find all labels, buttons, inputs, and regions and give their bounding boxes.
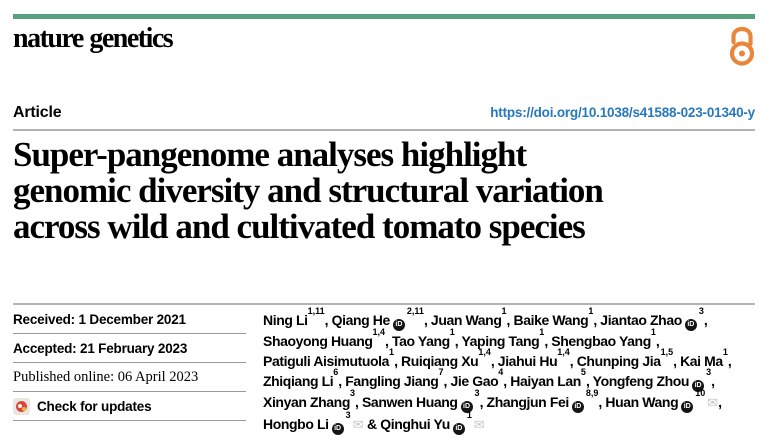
received-date: Received: 1 December 2021 — [13, 305, 246, 334]
affiliation-superscript: 1,4 — [557, 347, 570, 358]
affiliation-superscript: 3 — [350, 388, 356, 399]
doi-link[interactable]: https://doi.org/10.1038/s41588-023-01340… — [490, 105, 755, 120]
journal-accent-bar — [13, 14, 755, 19]
author-name-text: , — [703, 312, 708, 328]
affiliation-superscript: 3 — [474, 388, 480, 399]
affiliation-superscript: 4 — [498, 367, 504, 378]
author-name-text: Patiguli Aisimutuola — [263, 353, 390, 369]
affiliation-superscript: 1,11 — [307, 306, 325, 317]
affiliation-superscript: 3 — [345, 410, 351, 421]
author-name-text: , Yaping Tang — [454, 333, 540, 349]
title-line-1: Super-pangenome analyses highlight — [13, 135, 527, 174]
author-line: Patiguli Aisimutuola1, Ruiqiang Xu1,4, J… — [263, 348, 732, 371]
affiliation-superscript: 10 — [695, 388, 706, 399]
author-name-text: Ning Li — [263, 312, 308, 328]
author-line: Hongbo Li iD3✉ & Qinghui Yu iD1✉ — [263, 411, 731, 436]
author-name-text: , Fangling Jiang — [338, 373, 439, 389]
author-line: Xinyan Zhang3, Sanwen Huang iD3, Zhangjun… — [263, 389, 731, 414]
author-name-text: , — [718, 394, 722, 410]
orcid-icon[interactable]: iD — [331, 423, 344, 435]
affiliation-superscript: 6 — [333, 367, 339, 378]
email-icon[interactable]: ✉ — [473, 418, 485, 433]
author-name-text: , Jie Gao — [443, 373, 499, 389]
author-name-text: , Baike Wang — [506, 312, 589, 328]
affiliation-superscript: 1 — [722, 347, 728, 358]
affiliation-superscript: 1 — [539, 327, 545, 338]
check-for-updates-button[interactable]: Check for updates — [13, 392, 246, 421]
author-block: Ning Li1,11, Qiang He iD2,11, Juan Wang1,… — [263, 305, 732, 436]
affiliation-superscript: 1,4 — [372, 327, 386, 338]
author-name-text: , Jiantao Zhao — [593, 312, 682, 328]
affiliation-superscript: 8,9 — [585, 388, 599, 399]
masthead: nature genetics — [13, 19, 755, 72]
affiliation-superscript: 1 — [588, 306, 594, 317]
header-divider — [13, 129, 755, 131]
title-line-2: genomic diversity and structural variati… — [13, 171, 604, 210]
author-line: Ning Li1,11, Qiang He iD2,11, Juan Wang1,… — [263, 307, 731, 331]
article-title: Super-pangenome analyses highlight genomi… — [13, 137, 755, 245]
author-name-text: , Zhangjun Fei — [479, 394, 570, 410]
author-name-text: , Tao Yang — [385, 333, 450, 349]
affiliation-superscript: 1 — [501, 306, 507, 317]
author-name-text: & Qinghui Yu — [363, 416, 450, 432]
email-icon[interactable]: ✉ — [707, 396, 719, 411]
meta-section: Received: 1 December 2021 Accepted: 21 F… — [13, 303, 755, 436]
accepted-date: Accepted: 21 February 2023 — [13, 334, 246, 363]
author-line: Shaoyong Huang1,4, Tao Yang1, Yaping Tan… — [263, 328, 731, 351]
affiliation-superscript: 1 — [466, 410, 472, 421]
author-name-text: , Jiahui Hu — [490, 353, 558, 369]
author-name-text: , — [727, 353, 732, 369]
author-line: Zhiqiang Li6, Fangling Jiang7, Jie Gao4,… — [263, 368, 731, 392]
email-icon[interactable]: ✉ — [352, 418, 364, 433]
author-name-text: , Chunping Jia — [569, 353, 661, 369]
author-name-text: , Juan Wang — [423, 312, 502, 328]
author-name-text: , Kai Ma — [673, 353, 723, 369]
affiliation-superscript: 1,5 — [660, 347, 674, 358]
affiliation-superscript: 1 — [650, 327, 656, 338]
orcid-icon[interactable]: iD — [460, 401, 473, 413]
author-name-text: , Huan Wang — [598, 394, 679, 410]
author-name-text: , — [711, 373, 715, 389]
author-name-text: , Sanwen Huang — [355, 394, 458, 410]
affiliation-superscript: 3 — [698, 306, 704, 317]
orcid-icon[interactable]: iD — [681, 401, 694, 413]
author-name-text: , Qiang He — [324, 312, 391, 328]
author-name-text: , Shengbao Yang — [544, 333, 651, 349]
orcid-icon[interactable]: iD — [692, 380, 705, 392]
article-header-page: nature genetics Article https://doi.org/… — [0, 14, 768, 436]
orcid-icon[interactable]: iD — [452, 423, 465, 435]
author-name-text: Hongbo Li — [263, 416, 329, 432]
affiliation-superscript: 5 — [580, 367, 586, 378]
affiliation-superscript: 2,11 — [406, 306, 424, 317]
crossmark-icon — [13, 397, 30, 415]
author-name-text: , — [655, 333, 660, 349]
author-name-text: Shaoyong Huang — [263, 333, 373, 349]
author-name-text: Xinyan Zhang — [263, 394, 350, 410]
orcid-icon[interactable]: iD — [571, 401, 584, 413]
affiliation-superscript: 1 — [389, 347, 395, 358]
open-access-icon — [729, 23, 755, 72]
title-line-3: across wild and cultivated tomato specie… — [13, 207, 586, 246]
author-name-text: , Yongfeng Zhou — [585, 373, 690, 389]
dates-column: Received: 1 December 2021 Accepted: 21 F… — [13, 305, 246, 436]
affiliation-superscript: 7 — [438, 367, 444, 378]
orcid-icon[interactable]: iD — [392, 319, 405, 331]
affiliation-superscript: 3 — [706, 367, 712, 378]
orcid-icon[interactable]: iD — [684, 319, 697, 331]
author-name-text: , Haiyan Lan — [503, 373, 581, 389]
affiliation-superscript: 1,4 — [478, 347, 491, 358]
author-name-text: Zhiqiang Li — [263, 373, 334, 389]
check-for-updates-label: Check for updates — [37, 398, 152, 414]
journal-logo: nature genetics — [13, 23, 174, 54]
author-name-text: , Ruiqiang Xu — [394, 353, 479, 369]
published-date: Published online: 06 April 2023 — [13, 363, 246, 392]
article-type-label: Article — [13, 104, 62, 121]
affiliation-superscript: 1 — [449, 327, 455, 338]
article-type-row: Article https://doi.org/10.1038/s41588-0… — [13, 104, 755, 122]
